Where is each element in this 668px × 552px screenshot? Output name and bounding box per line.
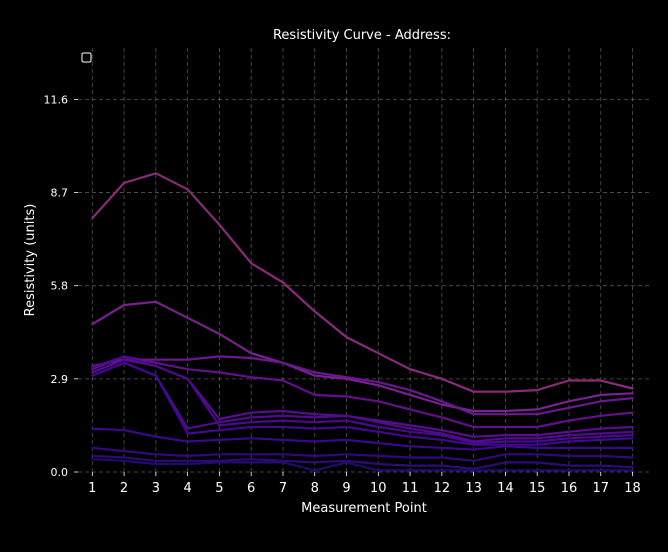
- x-tick-label: 2: [120, 481, 128, 496]
- x-tick-label: 3: [152, 481, 160, 496]
- x-tick-label: 18: [624, 481, 641, 496]
- x-tick-label: 17: [592, 481, 609, 496]
- x-tick-label: 5: [215, 481, 223, 496]
- y-tick-label: 2.9: [51, 373, 69, 386]
- series-line-12: [91, 458, 634, 472]
- x-tick-label: 14: [497, 481, 514, 496]
- x-tick-label: 4: [183, 481, 191, 496]
- x-tick-label: 8: [311, 481, 319, 496]
- series-line-4: [91, 355, 634, 429]
- series-line-8: [91, 361, 634, 446]
- x-tick-label: 11: [402, 481, 419, 496]
- x-tick-label: 9: [342, 481, 350, 496]
- series-line-7: [91, 355, 634, 445]
- x-tick-label: 12: [434, 481, 451, 496]
- series-line-2: [91, 300, 634, 413]
- series-line-1: [91, 172, 634, 393]
- y-tick-label: 5.8: [51, 280, 69, 293]
- series-line-11: [91, 454, 634, 470]
- y-tick-label: 0.0: [51, 466, 69, 479]
- y-tick-label: 8.7: [51, 187, 69, 200]
- x-tick-label: 10: [370, 481, 387, 496]
- series-line-6: [91, 361, 634, 443]
- x-axis-ticks: 1 2 3 4 5 6 7 8 9 10 11 12 13 14 15 16 17 18: [88, 472, 641, 496]
- series-line-10: [91, 446, 634, 462]
- y-axis-ticks: 0.0 2.9 5.8 8.7 11.6: [44, 93, 78, 479]
- x-tick-label: 6: [247, 481, 255, 496]
- series-line-9: [91, 427, 634, 451]
- x-tick-label: 13: [465, 481, 482, 496]
- series-line-3: [91, 355, 634, 416]
- series-lines: [91, 172, 634, 472]
- chart-title: Resistivity Curve - Address:: [273, 28, 451, 43]
- x-tick-label: 1: [88, 481, 96, 496]
- x-axis-label: Measurement Point: [301, 501, 427, 516]
- y-axis-label: Resistivity (units): [23, 204, 38, 317]
- y-tick-label: 11.6: [44, 93, 69, 106]
- x-tick-label: 16: [561, 481, 578, 496]
- x-tick-label: 7: [279, 481, 287, 496]
- x-tick-label: 15: [529, 481, 546, 496]
- legend-marker: [81, 52, 92, 63]
